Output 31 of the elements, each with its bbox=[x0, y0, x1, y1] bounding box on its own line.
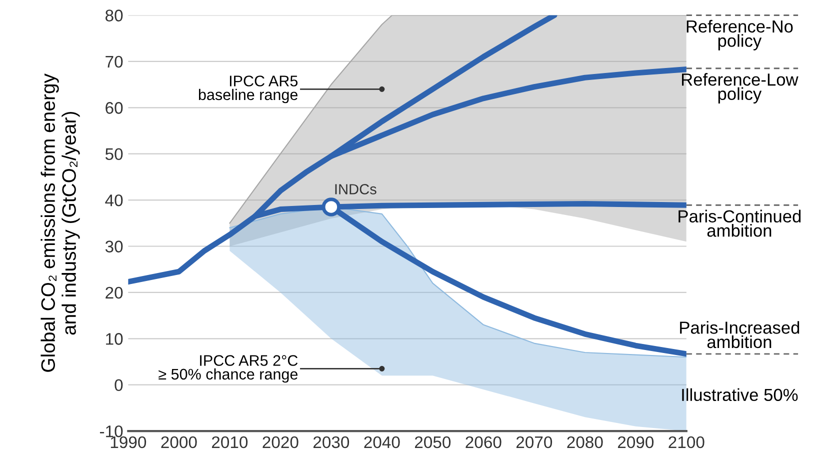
x-tick-label: 2090 bbox=[618, 436, 654, 448]
y-tick-label: 70 bbox=[106, 56, 123, 68]
x-tick-label: 2040 bbox=[364, 436, 400, 448]
x-tick-label: 2080 bbox=[567, 436, 603, 448]
x-tick-label: 2000 bbox=[161, 436, 197, 448]
y-tick-label: 20 bbox=[106, 286, 123, 299]
series-label: INDCs bbox=[335, 184, 376, 194]
y-tick-label: 10 bbox=[106, 333, 123, 345]
x-tick-label: 2010 bbox=[212, 436, 248, 448]
y-tick-label: 0 bbox=[114, 379, 123, 392]
x-tick-label: 2070 bbox=[516, 436, 552, 448]
x-tick-label: 2050 bbox=[414, 436, 451, 448]
annotation: IPCC AR5 2°C ≥ 50% chance range bbox=[158, 355, 298, 383]
y-tick-label: 80 bbox=[106, 10, 123, 22]
x-tick-label: 2060 bbox=[466, 436, 502, 448]
ref-line-label: Paris-Continued ambition bbox=[678, 210, 801, 237]
x-tick-label: 2030 bbox=[313, 436, 350, 448]
ref-line-label: Reference-No policy bbox=[686, 20, 793, 50]
ref-line-label: Paris-Increased ambition bbox=[680, 321, 800, 348]
y-tick-label: 30 bbox=[105, 240, 123, 252]
y-tick-label: -10 bbox=[100, 425, 123, 438]
y-tick-label: 50 bbox=[105, 148, 123, 160]
x-tick-label: 2100 bbox=[668, 436, 704, 448]
y-tick-label: 60 bbox=[106, 102, 123, 114]
annotation: Illustrative 50% bbox=[682, 388, 798, 402]
x-tick-label: 2020 bbox=[262, 436, 298, 448]
ref-line-label: Reference-Low policy bbox=[682, 73, 798, 104]
x-tick-label: 1990 bbox=[110, 436, 146, 448]
y-axis-title: Global CO₂ emissions from energy and industry (GtCO₂/year) bbox=[40, 74, 80, 372]
y-tick-label: 40 bbox=[105, 194, 123, 206]
annotation: IPCC AR5 baseline range bbox=[198, 76, 298, 104]
